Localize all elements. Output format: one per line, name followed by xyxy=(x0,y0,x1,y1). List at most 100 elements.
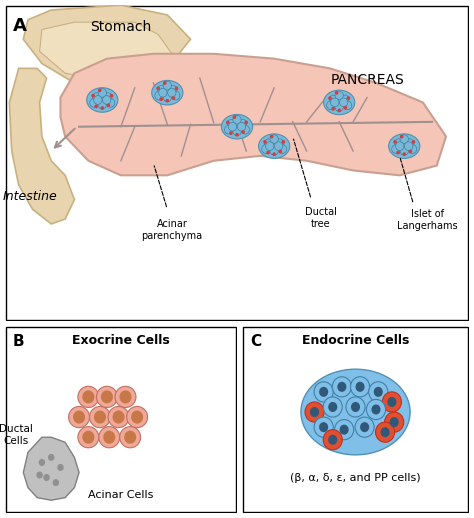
Circle shape xyxy=(119,391,132,404)
Text: Islet of
Langerhams: Islet of Langerhams xyxy=(397,209,458,231)
Circle shape xyxy=(270,147,278,155)
Circle shape xyxy=(103,430,115,444)
Ellipse shape xyxy=(375,422,395,442)
Ellipse shape xyxy=(366,399,385,420)
Ellipse shape xyxy=(389,134,420,159)
Ellipse shape xyxy=(305,402,324,422)
Ellipse shape xyxy=(258,134,290,159)
FancyBboxPatch shape xyxy=(6,327,236,512)
Circle shape xyxy=(235,133,239,137)
Circle shape xyxy=(310,407,319,417)
Ellipse shape xyxy=(323,397,342,417)
Circle shape xyxy=(172,91,180,100)
Ellipse shape xyxy=(90,407,110,428)
Ellipse shape xyxy=(69,407,90,428)
Circle shape xyxy=(131,410,143,424)
Circle shape xyxy=(400,135,403,138)
Circle shape xyxy=(275,139,284,148)
Circle shape xyxy=(98,89,107,97)
Circle shape xyxy=(273,152,276,156)
Circle shape xyxy=(92,93,101,102)
Circle shape xyxy=(107,98,115,107)
Text: Ductal
tree: Ductal tree xyxy=(305,207,337,228)
Circle shape xyxy=(265,142,274,151)
Text: (β, α, δ, ε, and PP cells): (β, α, δ, ε, and PP cells) xyxy=(290,472,421,483)
Ellipse shape xyxy=(314,382,333,402)
Circle shape xyxy=(53,479,59,486)
Circle shape xyxy=(241,125,249,134)
Circle shape xyxy=(328,96,332,100)
Circle shape xyxy=(411,140,415,144)
Circle shape xyxy=(36,471,43,479)
Circle shape xyxy=(159,89,167,97)
Circle shape xyxy=(278,145,287,153)
Circle shape xyxy=(331,107,335,111)
Circle shape xyxy=(270,135,273,138)
Text: B: B xyxy=(13,334,25,349)
Circle shape xyxy=(390,417,399,427)
Circle shape xyxy=(396,142,404,151)
Circle shape xyxy=(157,85,166,94)
Circle shape xyxy=(274,142,283,151)
Circle shape xyxy=(94,96,102,104)
Circle shape xyxy=(168,89,176,97)
Circle shape xyxy=(337,108,341,112)
Ellipse shape xyxy=(383,392,401,412)
Circle shape xyxy=(394,139,403,148)
Ellipse shape xyxy=(87,88,118,112)
Ellipse shape xyxy=(384,412,404,432)
Circle shape xyxy=(43,474,50,481)
Circle shape xyxy=(104,93,112,102)
Circle shape xyxy=(341,95,349,104)
Circle shape xyxy=(156,87,160,90)
Circle shape xyxy=(227,120,236,128)
Text: PANCREAS: PANCREAS xyxy=(330,73,404,87)
Circle shape xyxy=(233,116,241,124)
Circle shape xyxy=(346,96,350,100)
Circle shape xyxy=(266,151,270,154)
Ellipse shape xyxy=(332,377,351,397)
Circle shape xyxy=(163,81,166,85)
Circle shape xyxy=(337,382,346,392)
Ellipse shape xyxy=(108,407,129,428)
Text: Ductal
Cells: Ductal Cells xyxy=(0,424,33,445)
Circle shape xyxy=(226,121,229,124)
Ellipse shape xyxy=(335,420,354,440)
Circle shape xyxy=(73,410,85,424)
Circle shape xyxy=(94,410,106,424)
Circle shape xyxy=(107,104,110,107)
Circle shape xyxy=(102,96,111,104)
Circle shape xyxy=(39,459,45,466)
Circle shape xyxy=(402,152,406,156)
Circle shape xyxy=(124,430,136,444)
Circle shape xyxy=(372,405,381,414)
Circle shape xyxy=(155,91,163,100)
Circle shape xyxy=(278,150,282,153)
Ellipse shape xyxy=(97,386,118,408)
Circle shape xyxy=(360,422,369,432)
Circle shape xyxy=(264,139,273,148)
Ellipse shape xyxy=(78,386,99,408)
Ellipse shape xyxy=(152,80,183,105)
Ellipse shape xyxy=(120,427,141,448)
Circle shape xyxy=(175,87,178,90)
Circle shape xyxy=(339,98,348,107)
Circle shape xyxy=(344,106,347,110)
Polygon shape xyxy=(9,68,74,224)
Circle shape xyxy=(82,430,94,444)
Circle shape xyxy=(159,97,163,101)
Circle shape xyxy=(98,89,101,92)
Circle shape xyxy=(329,95,338,104)
Circle shape xyxy=(57,464,64,471)
FancyBboxPatch shape xyxy=(243,327,468,512)
Circle shape xyxy=(335,103,343,111)
Ellipse shape xyxy=(78,427,99,448)
Circle shape xyxy=(319,422,328,432)
Text: Stomach: Stomach xyxy=(90,20,152,34)
Text: Endocrine Cells: Endocrine Cells xyxy=(302,334,409,347)
Text: Intestine: Intestine xyxy=(3,190,58,203)
Ellipse shape xyxy=(369,382,388,402)
Circle shape xyxy=(172,96,175,100)
Circle shape xyxy=(165,99,169,103)
Circle shape xyxy=(229,131,233,135)
